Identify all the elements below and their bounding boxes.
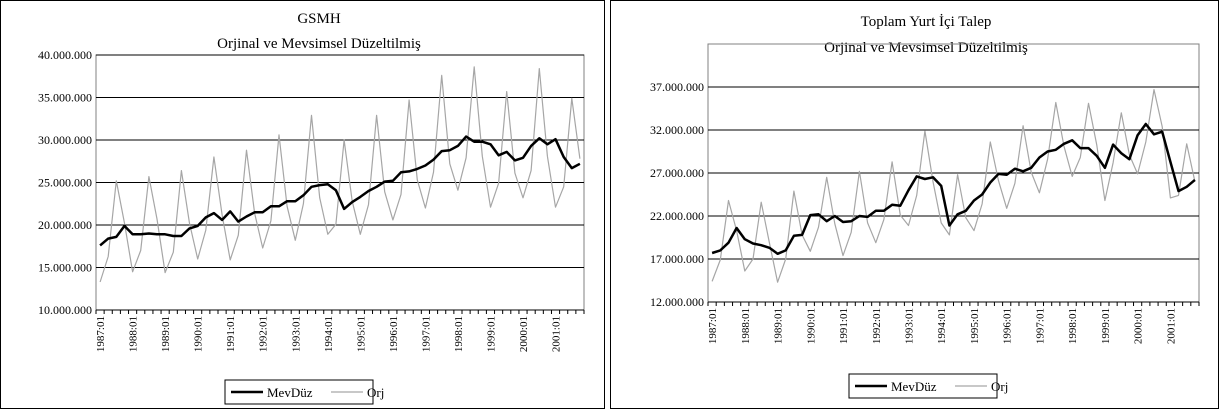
x-tick-label: 1990:01 (805, 308, 817, 344)
y-tick-label: 32.000.000 (650, 123, 704, 137)
series-line-orj (711, 88, 1196, 283)
x-tick-label: 2001:01 (551, 316, 563, 352)
x-tick-label: 1991:01 (225, 316, 237, 352)
x-tick-label: 1998:01 (453, 316, 465, 352)
x-tick-label: 1993:01 (290, 316, 302, 352)
legend-label-mevduz: MevDüz (891, 379, 937, 394)
y-tick-label: 22.000.000 (650, 209, 704, 223)
x-tick-label: 1994:01 (323, 316, 335, 352)
domestic-demand-chart-panel: Toplam Yurt İçi Talep Orjinal ve Mevsimse… (610, 0, 1219, 409)
x-tick-label: 1997:01 (420, 316, 432, 352)
chart-title: Toplam Yurt İçi Talep (861, 14, 992, 30)
series-line-orj (99, 66, 581, 283)
y-tick-label: 12.000.000 (650, 295, 704, 309)
x-tick-label: 2001:01 (1165, 308, 1177, 344)
y-tick-label: 17.000.000 (650, 252, 704, 266)
y-tick-label: 20.000.000 (38, 218, 92, 232)
x-tick-label: 1991:01 (838, 308, 850, 344)
y-tick-label: 10.000.000 (38, 303, 92, 317)
x-tick-label: 1997:01 (1034, 308, 1046, 344)
x-tick-label: 1992:01 (871, 308, 883, 344)
x-tick-label: 1989:01 (160, 316, 172, 352)
x-tick-label: 1988:01 (128, 316, 140, 352)
y-tick-label: 37.000.000 (650, 80, 704, 94)
domestic-demand-chart: Toplam Yurt İçi Talep Orjinal ve Mevsimse… (650, 14, 1200, 399)
y-tick-label: 35.000.000 (38, 91, 92, 105)
x-tick-label: 1992:01 (258, 316, 270, 352)
x-tick-label: 1994:01 (936, 308, 948, 344)
y-tick-label: 40.000.000 (38, 48, 92, 62)
legend-label-orj: Orj (991, 379, 1008, 394)
y-tick-label: 27.000.000 (650, 166, 704, 180)
gsmh-chart: GSMH Orjinal ve Mevsimsel Düzeltilmiş 10.0… (38, 11, 585, 405)
series-line-mevduz (711, 122, 1196, 256)
x-tick-label: 1987:01 (707, 308, 719, 344)
x-tick-label: 1988:01 (740, 308, 752, 344)
x-tick-label: 1999:01 (485, 316, 497, 352)
x-tick-label: 1999:01 (1100, 308, 1112, 344)
chart-subtitle: Orjinal ve Mevsimsel Düzeltilmiş (824, 40, 1028, 56)
x-tick-label: 1996:01 (1002, 308, 1014, 344)
y-tick-label: 30.000.000 (38, 133, 92, 147)
y-tick-label: 15.000.000 (38, 261, 92, 275)
x-tick-label: 1995:01 (969, 308, 981, 344)
x-tick-label: 2000:01 (518, 316, 530, 352)
legend-label-orj: Orj (367, 385, 384, 400)
chart-title: GSMH (297, 11, 341, 27)
x-tick-label: 1996:01 (388, 316, 400, 352)
x-tick-label: 1987:01 (95, 316, 107, 352)
x-tick-label: 1998:01 (1067, 308, 1079, 344)
x-tick-label: 1995:01 (355, 316, 367, 352)
x-tick-label: 1990:01 (193, 316, 205, 352)
x-tick-label: 1993:01 (903, 308, 915, 344)
legend-label-mevduz: MevDüz (267, 385, 313, 400)
y-tick-label: 25.000.000 (38, 176, 92, 190)
gsmh-chart-panel: GSMH Orjinal ve Mevsimsel Düzeltilmiş 10.0… (0, 0, 605, 409)
chart-subtitle: Orjinal ve Mevsimsel Düzeltilmiş (217, 36, 421, 52)
x-tick-label: 2000:01 (1133, 308, 1145, 344)
series-line-mevduz (99, 135, 581, 247)
x-tick-label: 1989:01 (773, 308, 785, 344)
